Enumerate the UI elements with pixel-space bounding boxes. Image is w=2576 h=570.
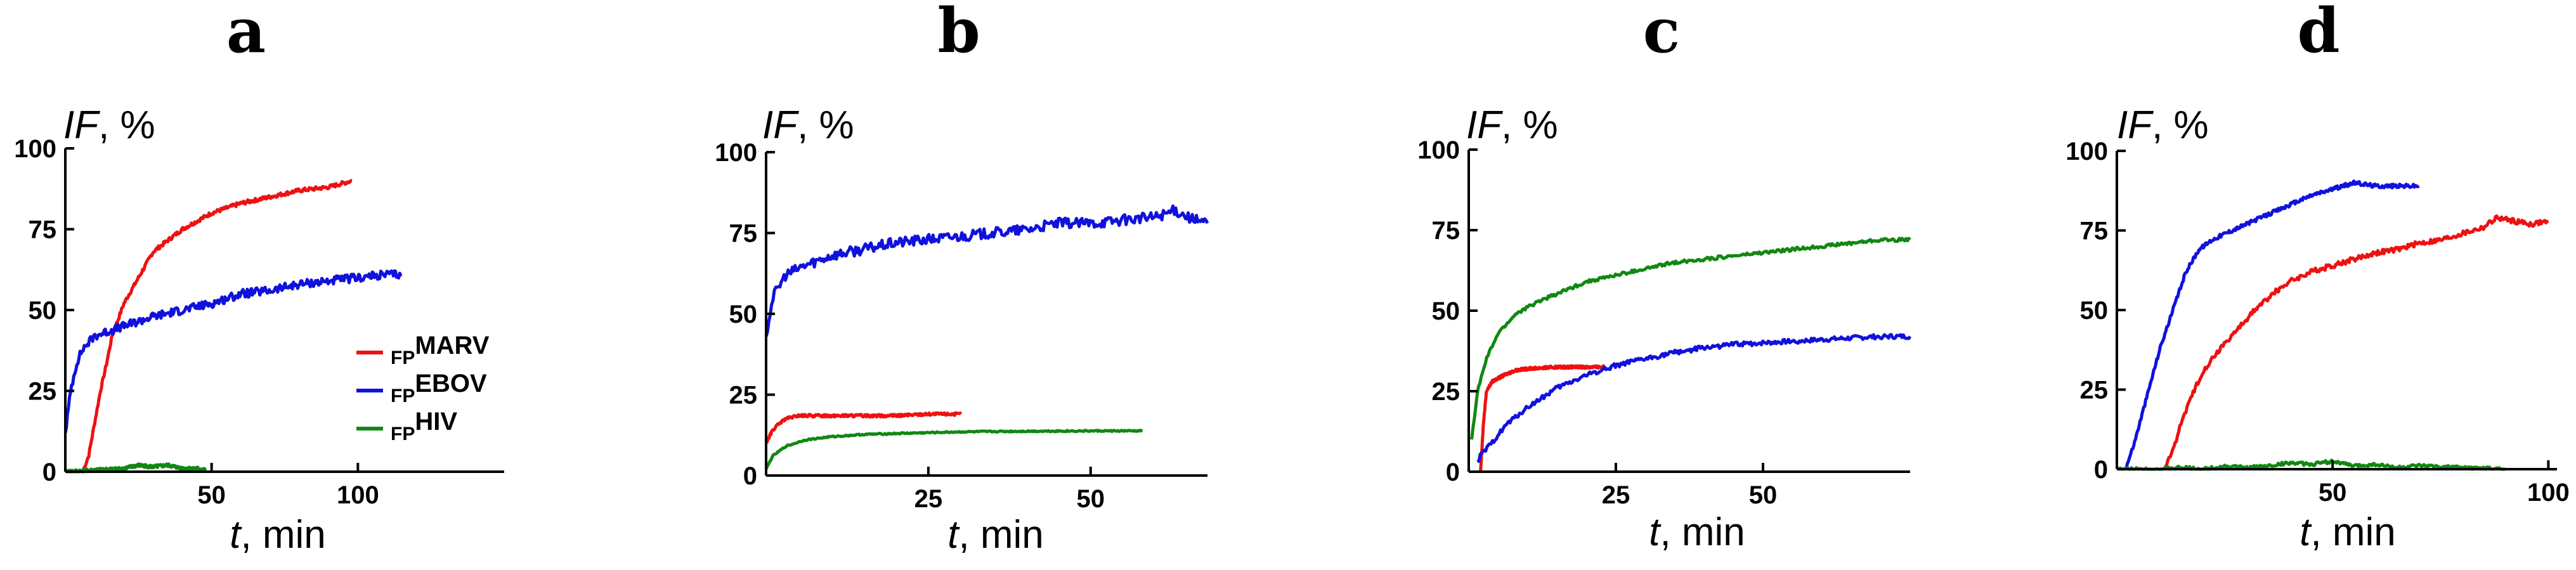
panel-a-ylabel-rest: , % — [98, 103, 155, 147]
panel-b-ytick-label: 50 — [729, 301, 758, 328]
panel-b-ytick-label: 100 — [715, 139, 757, 167]
panel-c-series-hiv — [1470, 236, 1911, 440]
panel-d-ytick-label: 50 — [2080, 297, 2109, 325]
panel-b-series-marv — [764, 411, 963, 444]
panel-d-letter: d — [2297, 0, 2339, 67]
panel-c-series-ebov — [1476, 333, 1912, 463]
panel-a-xtick-label: 100 — [337, 481, 379, 509]
panel-c-series-marv — [1479, 364, 1606, 472]
panel-b-series-ebov — [764, 204, 1209, 337]
panel-a-letter: a — [226, 0, 266, 67]
panel-b-xtick-label: 50 — [1077, 485, 1105, 513]
panel-a-ylabel: IF, % — [63, 103, 155, 147]
legend-label-ebov: FPEBOV — [391, 370, 487, 406]
panel-a-ytick-label: 75 — [29, 216, 57, 244]
panel-d-series-hiv — [2116, 458, 2506, 471]
legend-label-ebov-sub: FP — [391, 385, 415, 406]
legend-item-marv: FPMARV — [356, 332, 490, 368]
panel-a-series-ebov — [63, 269, 403, 434]
panel-a-ytick-label: 100 — [14, 135, 56, 163]
legend-label-marv-sub: FP — [391, 347, 415, 368]
panel-b-xlabel-rest: , min — [958, 513, 1043, 557]
panel-b-xlabel-italic: t — [947, 513, 960, 557]
panel-d-plot: 0 25 50 75 100 50 100 — [2065, 138, 2570, 507]
panel-c-xtick-label: 50 — [1749, 481, 1778, 509]
panel-b-xtick-label: 25 — [914, 485, 943, 513]
panel-b-letter: b — [937, 0, 980, 67]
legend-item-ebov: FPEBOV — [356, 370, 487, 406]
panel-d-series-marv — [2163, 214, 2549, 470]
panel-a-xtick-label: 50 — [197, 481, 226, 509]
panel-c-letter: c — [1643, 0, 1680, 67]
panel-b: b IF, % t, min 0 25 50 75 100 25 50 — [715, 0, 1209, 557]
panel-c-ylabel-rest: , % — [1501, 103, 1558, 147]
panel-c-ytick-label: 0 — [1446, 458, 1460, 486]
panel-d-xtick-label: 100 — [2527, 479, 2570, 507]
panel-a-plot: 0 25 50 75 100 50 100 — [14, 135, 504, 509]
panel-c-plot: 0 25 50 75 100 25 50 — [1417, 136, 1912, 509]
legend-label-ebov-main: EBOV — [415, 370, 487, 398]
panel-c: c IF, % t, min 0 25 50 75 100 25 50 — [1417, 0, 1912, 554]
panel-b-ytick-label: 0 — [743, 462, 757, 490]
panel-d-ylabel: IF, % — [2117, 103, 2209, 147]
panel-c-ytick-label: 100 — [1417, 136, 1460, 164]
panel-d-ytick-label: 0 — [2094, 456, 2108, 484]
panel-c-xlabel-italic: t — [1649, 510, 1662, 554]
legend-label-marv: FPMARV — [391, 332, 490, 368]
panel-a-ylabel-italic: IF — [63, 103, 100, 147]
panel-b-ylabel-italic: IF — [762, 103, 799, 147]
panel-d-ylabel-italic: IF — [2117, 103, 2154, 147]
panel-c-xlabel: t, min — [1649, 510, 1745, 554]
panel-d-ylabel-rest: , % — [2152, 103, 2209, 147]
legend: FPMARV FPEBOV FPHIV — [356, 332, 490, 444]
panel-d-ytick-label: 25 — [2080, 377, 2109, 405]
panel-d: d IF, % t, min 0 25 50 75 100 50 100 — [2065, 0, 2570, 554]
panel-c-ylabel: IF, % — [1466, 103, 1558, 147]
legend-label-hiv-sub: FP — [391, 424, 415, 444]
panel-a-xlabel-italic: t — [230, 513, 242, 557]
panel-b-xlabel: t, min — [947, 513, 1044, 557]
panel-d-xlabel-rest: , min — [2310, 510, 2395, 554]
panel-d-series-ebov — [2124, 179, 2420, 470]
legend-label-hiv-main: HIV — [415, 408, 457, 436]
panel-d-xlabel-italic: t — [2300, 510, 2312, 554]
panel-d-xlabel: t, min — [2300, 510, 2396, 554]
panel-c-ytick-label: 50 — [1432, 297, 1460, 325]
panel-b-series-hiv — [764, 429, 1143, 470]
panel-a-ytick-label: 0 — [42, 458, 56, 486]
panel-b-ylabel: IF, % — [762, 103, 854, 147]
panel-a-xlabel-rest: , min — [240, 513, 325, 557]
panel-a-xlabel: t, min — [230, 513, 326, 557]
legend-label-hiv: FPHIV — [391, 408, 457, 444]
panel-c-ylabel-italic: IF — [1466, 103, 1503, 147]
panel-b-ytick-label: 75 — [729, 220, 758, 248]
panel-b-plot: 0 25 50 75 100 25 50 — [715, 139, 1209, 513]
legend-label-marv-main: MARV — [415, 332, 489, 359]
legend-item-hiv: FPHIV — [356, 408, 457, 444]
panel-c-xtick-label: 25 — [1602, 481, 1630, 509]
panel-d-ytick-label: 75 — [2080, 217, 2109, 245]
panel-a-ytick-label: 25 — [29, 378, 57, 406]
panel-c-ytick-label: 25 — [1432, 378, 1460, 406]
panel-a-series-marv — [81, 179, 353, 472]
panel-b-ylabel-rest: , % — [797, 103, 854, 147]
panel-d-ytick-label: 100 — [2065, 138, 2108, 165]
panel-b-ytick-label: 25 — [729, 382, 758, 410]
panel-a: a IF, % t, min 0 25 50 75 100 50 100 — [14, 0, 504, 557]
panel-c-xlabel-rest: , min — [1660, 510, 1745, 554]
panel-c-ytick-label: 75 — [1432, 217, 1460, 245]
panel-d-xtick-label: 50 — [2319, 479, 2347, 507]
panel-a-ytick-label: 50 — [29, 297, 57, 325]
